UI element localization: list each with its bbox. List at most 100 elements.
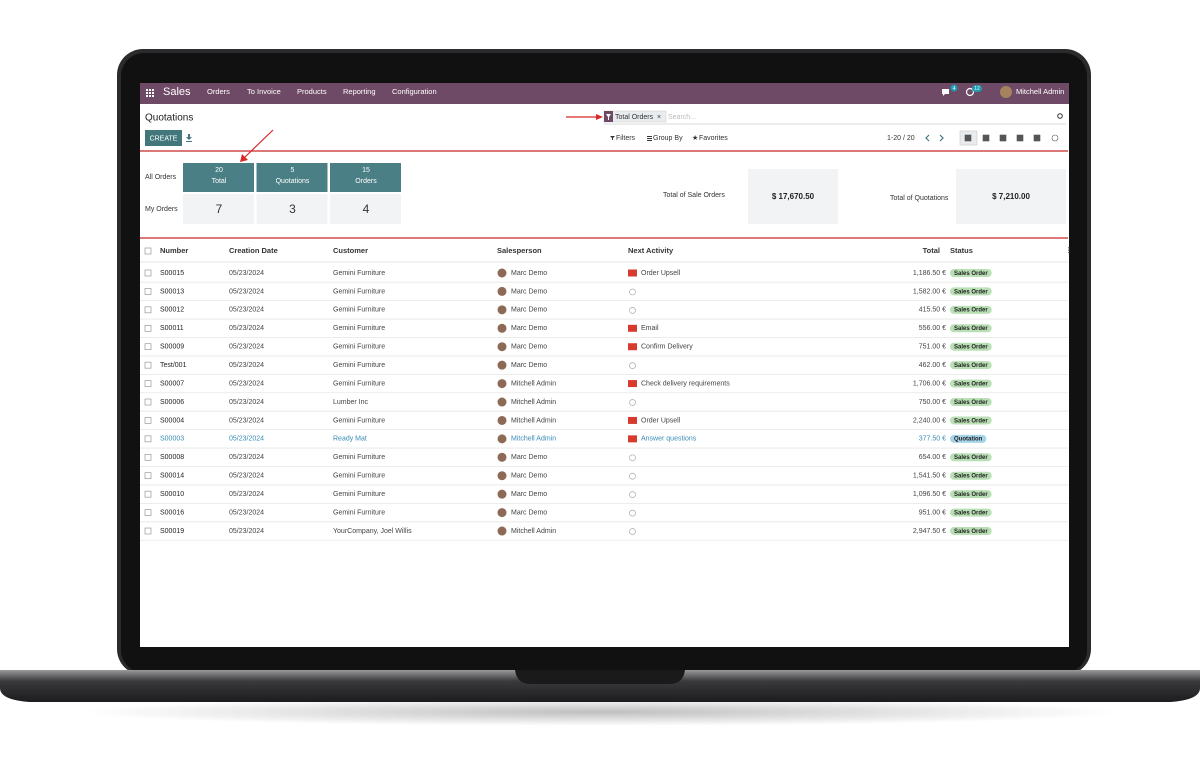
- order-number[interactable]: S00006: [160, 399, 184, 406]
- checkbox[interactable]: [144, 509, 152, 516]
- activity-clock[interactable]: [629, 491, 636, 499]
- activity-icon[interactable]: [628, 435, 637, 443]
- create-button[interactable]: [145, 130, 182, 146]
- tile-label[interactable]: Quotations: [276, 178, 310, 185]
- app-name[interactable]: Sales: [163, 86, 191, 98]
- column-options[interactable]: ⋮: [1065, 246, 1073, 255]
- order-number[interactable]: S00014: [160, 473, 184, 480]
- tile-label[interactable]: Orders: [355, 178, 377, 185]
- user-name[interactable]: Mitchell Admin: [1016, 87, 1064, 96]
- create-label[interactable]: CREATE: [150, 135, 178, 142]
- order-number[interactable]: S00016: [160, 509, 184, 516]
- checkbox[interactable]: [144, 380, 152, 387]
- checkbox[interactable]: [144, 472, 152, 480]
- tile-mine[interactable]: [330, 194, 401, 224]
- checkbox[interactable]: [144, 453, 152, 461]
- order-number[interactable]: S00009: [160, 344, 184, 351]
- activity-clock[interactable]: [629, 288, 636, 296]
- activity[interactable]: Email: [641, 325, 659, 332]
- order-number[interactable]: S00011: [160, 325, 184, 332]
- activity-clock[interactable]: [629, 472, 636, 480]
- column-header[interactable]: Number: [160, 246, 188, 255]
- activity[interactable]: Confirm Delivery: [641, 344, 693, 351]
- checkbox[interactable]: [144, 361, 152, 369]
- activity-clock[interactable]: [629, 307, 636, 314]
- checkbox[interactable]: [144, 288, 152, 295]
- tile-label[interactable]: Total: [212, 178, 227, 185]
- tile-count[interactable]: 15: [362, 167, 370, 174]
- order-number[interactable]: S00010: [160, 491, 184, 498]
- menu-item[interactable]: Orders: [207, 87, 230, 96]
- tile-mine[interactable]: [183, 194, 254, 224]
- menu-item[interactable]: To Invoice: [247, 87, 281, 96]
- search-icon[interactable]: [1057, 113, 1063, 119]
- order-number[interactable]: S00013: [160, 288, 184, 295]
- activity-clock[interactable]: [629, 528, 636, 535]
- tile-count[interactable]: 5: [291, 167, 295, 174]
- tile-mine-count[interactable]: 7: [216, 202, 223, 216]
- checkbox[interactable]: [144, 490, 152, 498]
- menu-item[interactable]: Reporting: [343, 87, 376, 96]
- user-avatar[interactable]: [1000, 86, 1012, 98]
- column-header[interactable]: Status: [950, 246, 973, 255]
- filters-button[interactable]: Filters: [616, 135, 636, 142]
- activity-icon[interactable]: [628, 269, 637, 277]
- activity-clock[interactable]: [629, 362, 636, 369]
- activity-clock[interactable]: [629, 454, 636, 462]
- view-switch-icon[interactable]: [999, 134, 1007, 142]
- column-header[interactable]: Next Activity: [628, 246, 674, 255]
- tile-mine[interactable]: [256, 194, 328, 224]
- view-switch-icon[interactable]: [964, 134, 972, 142]
- column-header[interactable]: Customer: [333, 246, 368, 255]
- activity-clock[interactable]: [629, 399, 636, 406]
- tile[interactable]: [256, 163, 328, 192]
- view-switch-icon[interactable]: [1016, 134, 1024, 142]
- checkbox[interactable]: [144, 269, 152, 277]
- pager-prev[interactable]: [925, 134, 930, 142]
- chat-icon[interactable]: [942, 89, 949, 96]
- order-number[interactable]: S00015: [160, 270, 184, 277]
- column-header[interactable]: Total: [923, 246, 940, 255]
- order-number[interactable]: S00003: [160, 436, 184, 443]
- search-input[interactable]: Search...: [668, 114, 696, 121]
- order-number[interactable]: S00007: [160, 380, 184, 387]
- activity-icon[interactable]: [965, 87, 975, 97]
- tile-mine-count[interactable]: 4: [363, 202, 370, 216]
- menu-item[interactable]: Configuration: [392, 87, 437, 96]
- activity[interactable]: Answer questions: [641, 436, 697, 443]
- column-header[interactable]: Creation Date: [229, 246, 278, 255]
- pager-next[interactable]: [939, 134, 944, 142]
- column-header[interactable]: Salesperson: [497, 246, 542, 255]
- checkbox[interactable]: [144, 417, 152, 424]
- view-switch-icon[interactable]: [1033, 134, 1041, 142]
- activity-clock[interactable]: [629, 509, 636, 517]
- activity[interactable]: Order Upsell: [641, 417, 681, 424]
- checkbox[interactable]: [144, 247, 152, 255]
- order-number[interactable]: Test/001: [160, 362, 187, 369]
- favorites-button[interactable]: Favorites: [699, 135, 728, 142]
- activity[interactable]: Order Upsell: [641, 270, 681, 277]
- view-switch-icon[interactable]: [982, 134, 990, 142]
- order-number[interactable]: S00019: [160, 528, 184, 535]
- group-by-button[interactable]: Group By: [653, 135, 683, 142]
- facet-close[interactable]: ×: [657, 114, 661, 121]
- menu-item[interactable]: Products: [297, 87, 327, 96]
- order-number[interactable]: S00004: [160, 417, 184, 424]
- checkbox[interactable]: [144, 343, 152, 351]
- activity-icon[interactable]: [628, 380, 637, 388]
- order-number[interactable]: S00012: [160, 307, 184, 314]
- activity-icon[interactable]: [628, 416, 637, 424]
- checkbox[interactable]: [144, 435, 152, 443]
- tile-mine-count[interactable]: 3: [289, 202, 296, 216]
- checkbox[interactable]: [144, 527, 152, 535]
- activity-icon[interactable]: [628, 343, 637, 351]
- checkbox[interactable]: [144, 306, 152, 314]
- activity[interactable]: Check delivery requirements: [641, 380, 730, 387]
- download-icon[interactable]: [186, 134, 192, 142]
- tile[interactable]: [330, 163, 401, 192]
- tile-count[interactable]: 20: [215, 167, 223, 174]
- view-switch-icon[interactable]: [1051, 134, 1059, 142]
- checkbox[interactable]: [144, 324, 152, 332]
- order-number[interactable]: S00008: [160, 454, 184, 461]
- tile[interactable]: [183, 163, 254, 192]
